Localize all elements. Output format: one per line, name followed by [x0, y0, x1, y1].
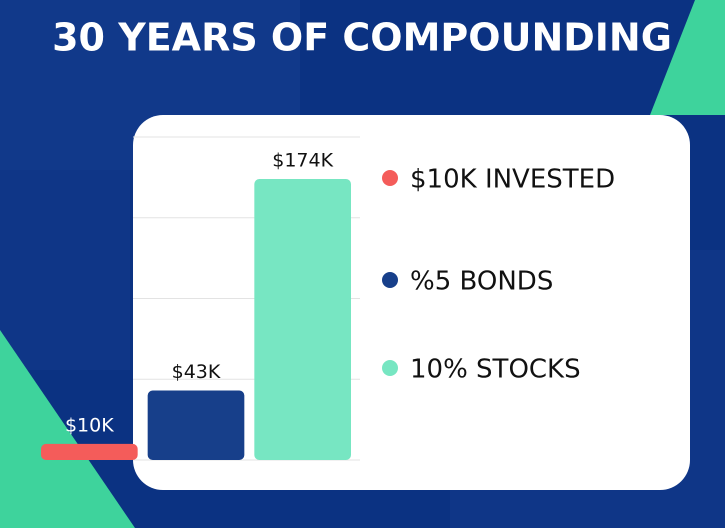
value-label: $43K	[172, 361, 221, 383]
legend-label: %5 BONDS	[410, 267, 553, 297]
legend-marker	[382, 272, 398, 288]
legend-marker	[382, 360, 398, 376]
chart-title: 30 YEARS OF COMPOUNDING	[52, 16, 672, 60]
bar	[147, 390, 245, 460]
legend-marker	[382, 170, 398, 186]
bg-block	[0, 170, 130, 370]
legend-label: 10% STOCKS	[410, 355, 581, 385]
bar	[41, 443, 138, 460]
bar	[254, 178, 351, 461]
legend-label: $10K INVESTED	[410, 165, 615, 195]
value-label: $174K	[272, 149, 333, 171]
bg-triangle	[650, 0, 725, 115]
bg-triangle	[0, 330, 135, 528]
value-label: $10K	[65, 414, 114, 436]
